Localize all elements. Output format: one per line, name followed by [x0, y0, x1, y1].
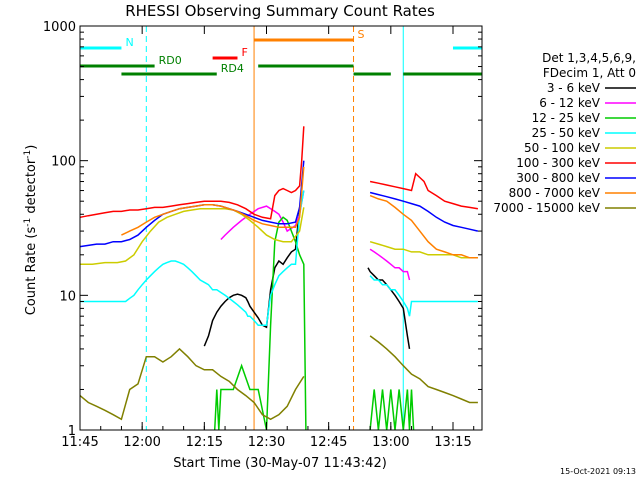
y-axis-label-mid: detector	[24, 158, 39, 218]
series-line	[220, 190, 411, 281]
flag-f-label: F	[241, 46, 247, 59]
x-tick-label: 12:00	[123, 435, 160, 450]
y-tick-label: 10	[59, 289, 76, 304]
flag-n-label: N	[125, 36, 133, 49]
legend-entry-label: 800 - 7000 keV	[509, 186, 601, 200]
x-tick-label: 12:15	[186, 435, 223, 450]
y-axis-label-sup2: -1	[23, 150, 33, 159]
legend-entry-label: 6 - 12 keV	[539, 96, 601, 110]
plot-frame	[79, 25, 483, 431]
x-tick-label: 12:30	[248, 435, 285, 450]
x-tick-label: 13:00	[372, 435, 409, 450]
x-tick-label: 13:15	[434, 435, 471, 450]
series-line	[79, 335, 478, 421]
series-line	[121, 166, 478, 259]
y-axis-label-sup1: -1	[23, 218, 33, 227]
legend-entry-label: 7000 - 15000 keV	[493, 201, 600, 215]
legend-entry-label: 12 - 25 keV	[532, 111, 601, 125]
legend-header: Det 1,3,4,5,6,9,	[542, 51, 636, 65]
legend-entry-label: 100 - 300 keV	[516, 156, 600, 170]
legend-entry-label: 300 - 800 keV	[516, 171, 600, 185]
series-line	[80, 190, 478, 326]
legend-entry-label: 50 - 100 keV	[524, 141, 601, 155]
flag-rd4-label: RD4	[221, 62, 244, 75]
series-line	[80, 207, 478, 266]
legend-entry-label: 3 - 6 keV	[547, 81, 601, 95]
legend-entry-label: 25 - 50 keV	[532, 126, 601, 140]
y-axis-label-main: Count Rate (s	[24, 227, 39, 316]
legend-header: FDecim 1, Att 0	[543, 66, 636, 80]
y-tick-label: 1	[68, 424, 76, 439]
axes-layer: 11:45 12:00 12:15 12:30 12:45 13:00 13:15 1 10 10…	[43, 20, 483, 450]
legend: Det 1,3,4,5,6,9,FDecim 1, Att 03 - 6 keV…	[493, 51, 636, 215]
series-line	[79, 126, 479, 220]
y-axis-label: Count Rate (s-1 detector-1)	[23, 145, 39, 316]
y-tick-label: 100	[51, 155, 76, 170]
date-stamp: 15-Oct-2021 09:13	[560, 467, 636, 476]
chart-title: RHESSI Observing Summary Count Rates	[125, 2, 435, 20]
flag-s-label: S	[358, 28, 365, 41]
x-tick-label: 11:45	[61, 435, 98, 450]
x-axis-label: Start Time (30-May-07 11:43:42)	[173, 456, 387, 471]
y-tick-label: 1000	[43, 20, 76, 35]
flag-rd0-label: RD0	[159, 54, 182, 67]
x-tick-label: 12:45	[310, 435, 347, 450]
y-axis-label-end: )	[24, 145, 39, 150]
